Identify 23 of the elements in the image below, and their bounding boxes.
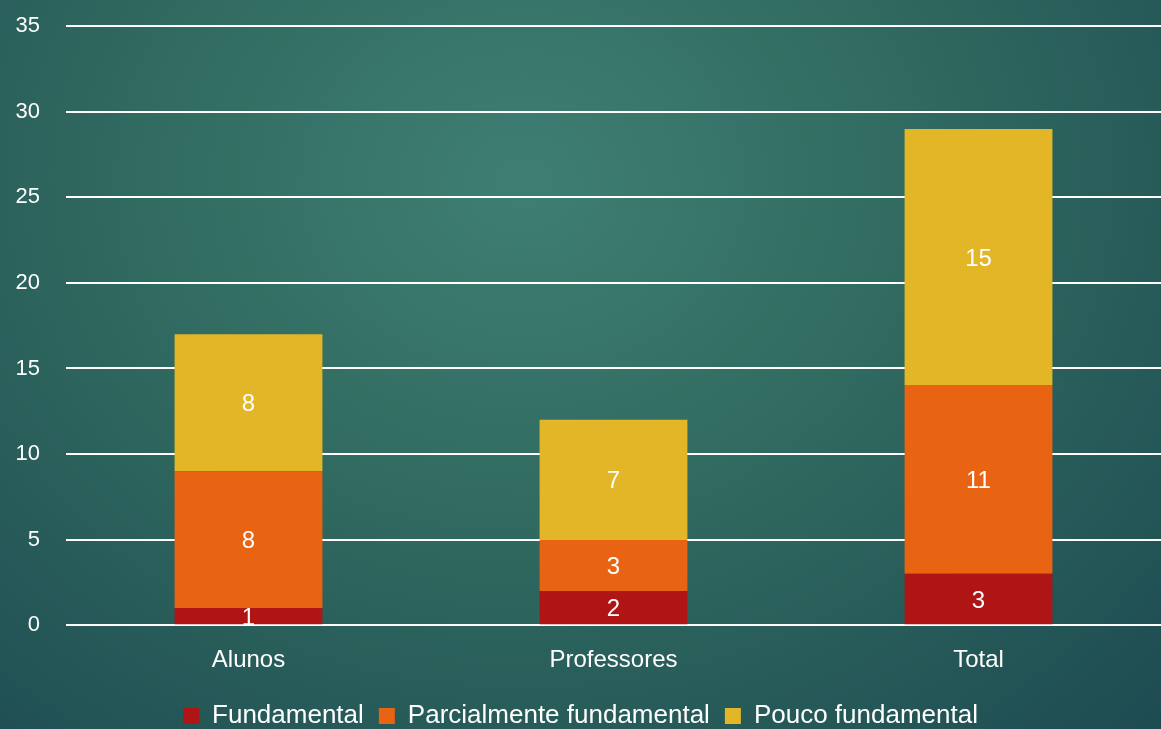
y-tick-label: 5 bbox=[27, 525, 40, 551]
y-tick-label: 15 bbox=[15, 354, 40, 380]
data-label: 3 bbox=[971, 585, 986, 613]
y-tick-label: 0 bbox=[27, 611, 40, 637]
data-label: 8 bbox=[241, 526, 256, 554]
y-tick-label: 30 bbox=[15, 97, 40, 123]
legend-label: Fundamental bbox=[212, 699, 364, 729]
data-label: 3 bbox=[606, 551, 621, 579]
data-label: 2 bbox=[606, 594, 621, 622]
data-label: 11 bbox=[966, 466, 991, 494]
y-tick-label: 25 bbox=[15, 183, 40, 209]
data-label: 15 bbox=[965, 243, 992, 271]
legend-label: Parcialmente fundamental bbox=[407, 699, 710, 729]
data-label: 1 bbox=[241, 602, 256, 630]
data-label: 8 bbox=[241, 389, 256, 417]
y-tick-label: 10 bbox=[15, 440, 40, 466]
x-tick-label: Alunos bbox=[211, 645, 286, 673]
x-tick-label: Professores bbox=[549, 645, 678, 673]
legend-label: Pouco fundamental bbox=[753, 699, 978, 729]
y-tick-label: 20 bbox=[15, 268, 40, 294]
x-tick-label: Total bbox=[953, 645, 1004, 673]
y-tick-label: 35 bbox=[15, 12, 40, 38]
data-label: 7 bbox=[606, 466, 621, 494]
